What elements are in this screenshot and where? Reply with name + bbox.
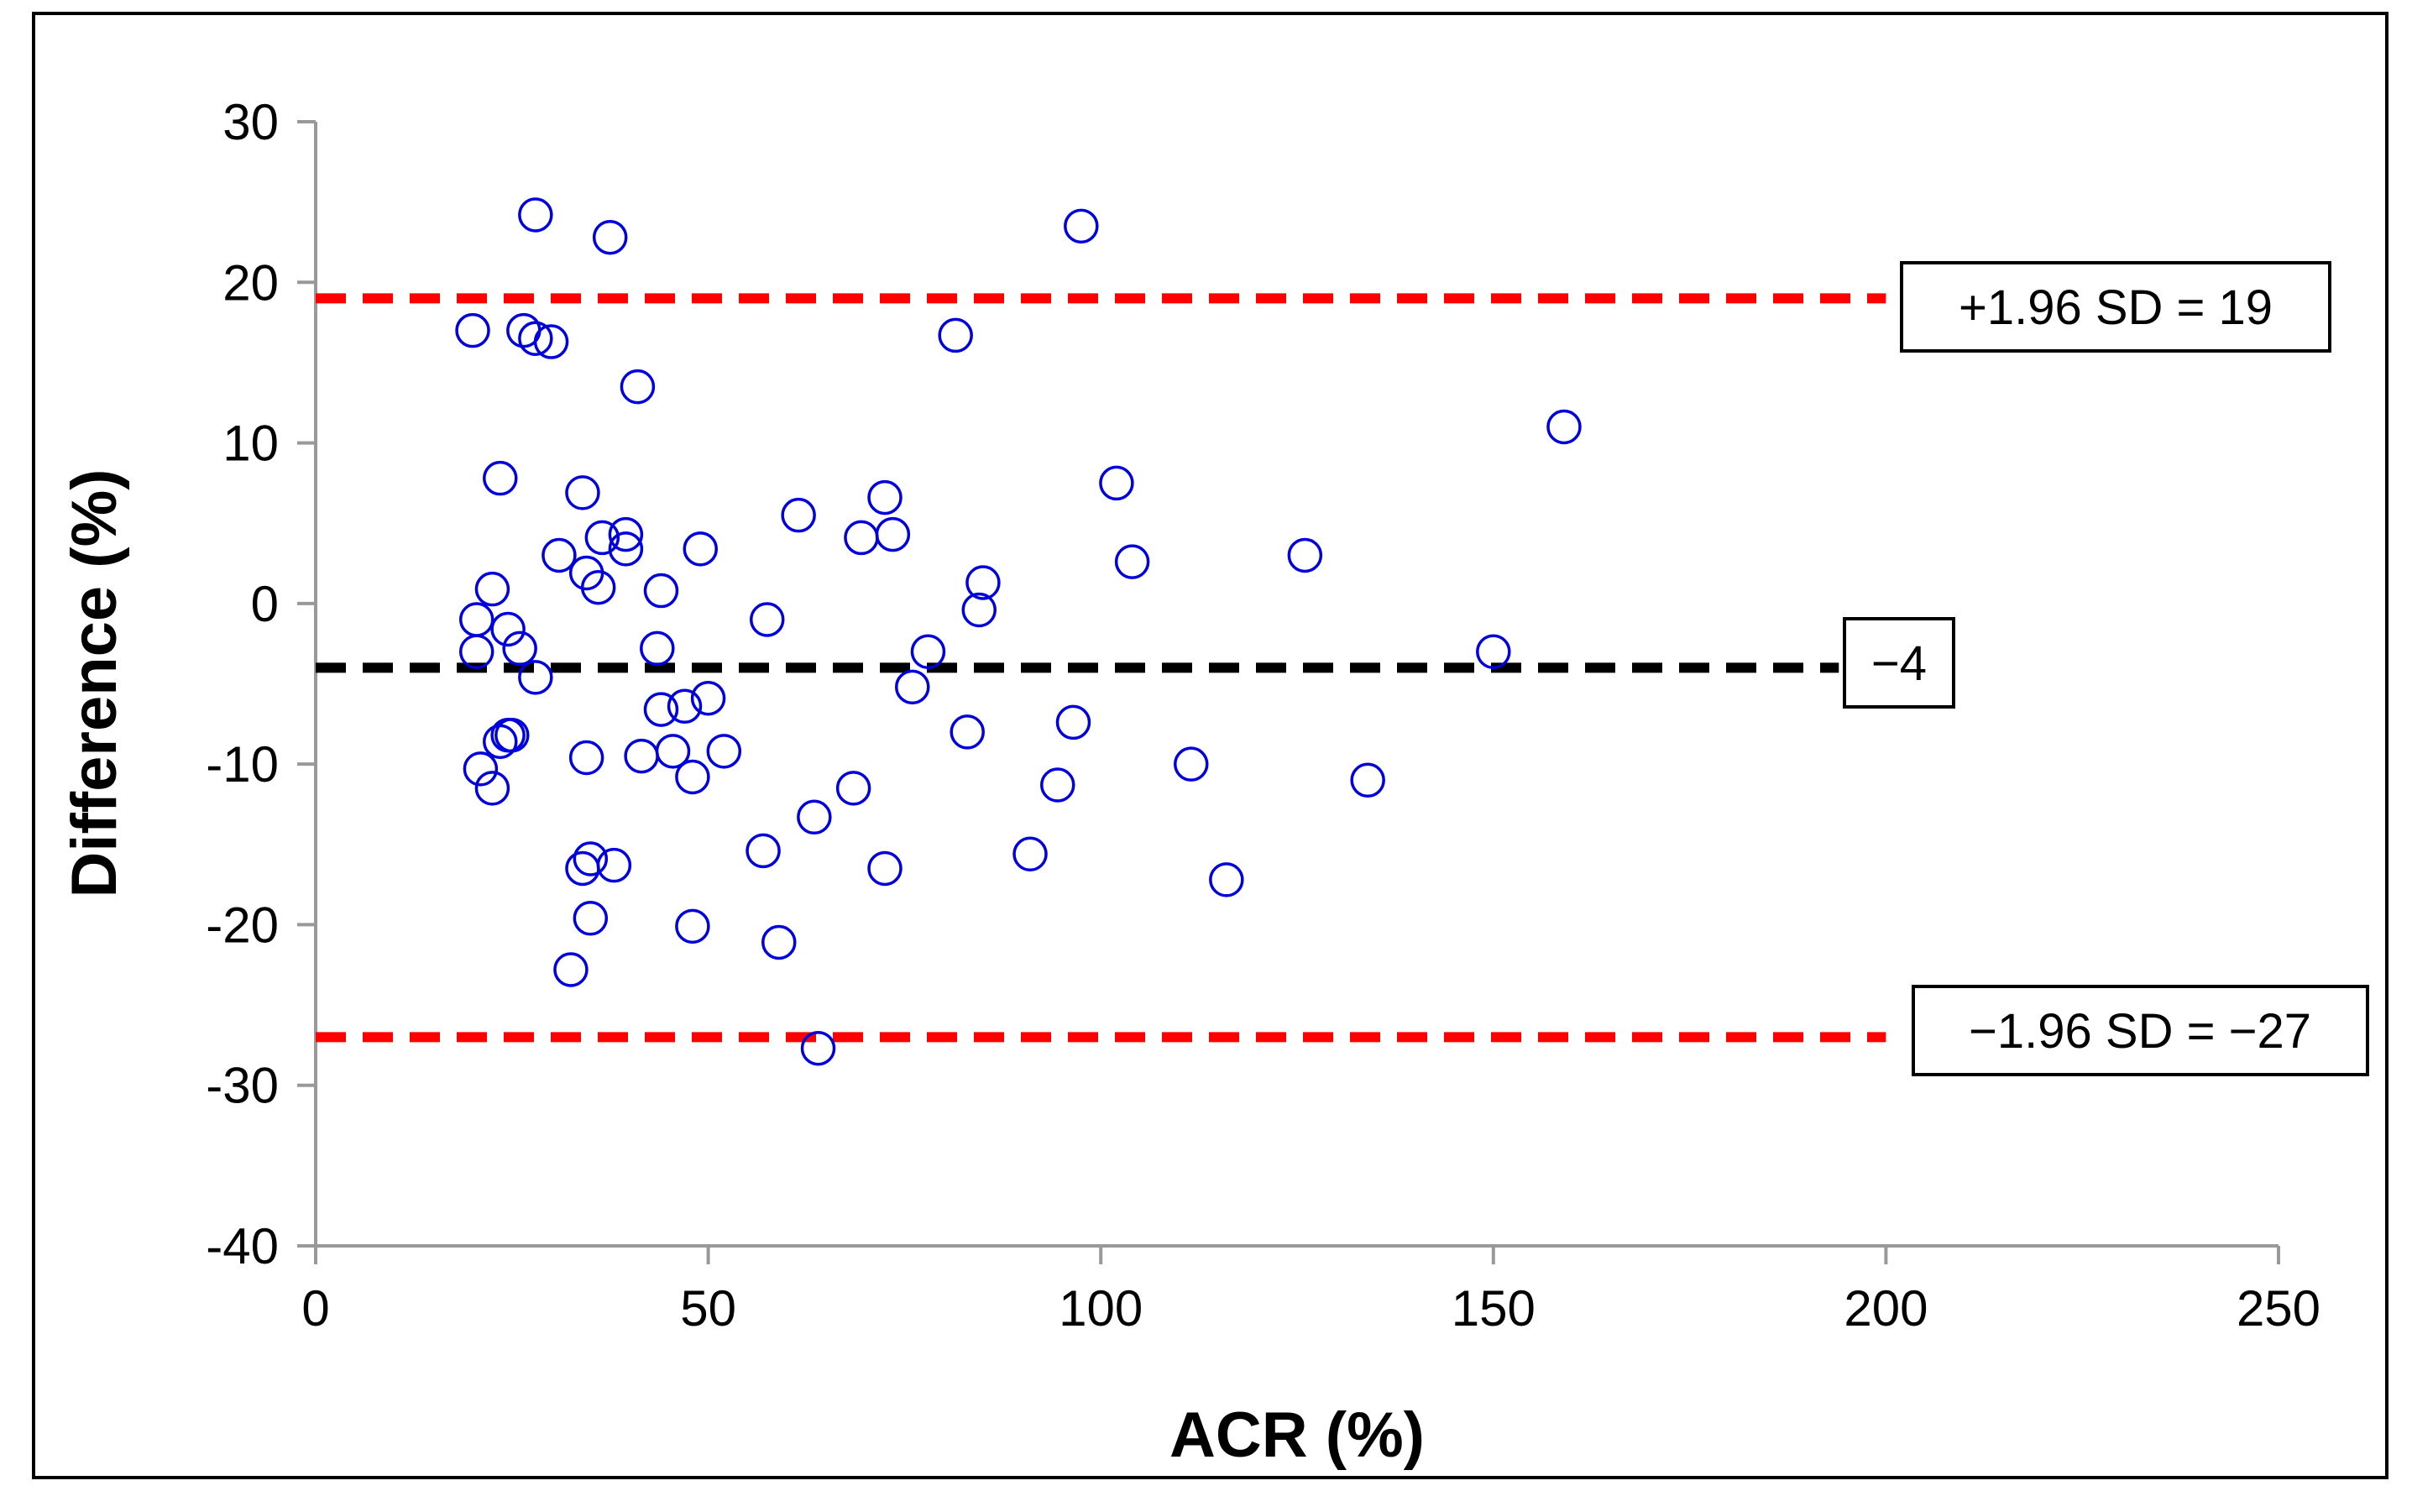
data-point bbox=[608, 531, 644, 567]
data-point bbox=[518, 660, 553, 695]
data-point bbox=[608, 516, 644, 552]
x-tick-label: 200 bbox=[1844, 1280, 1928, 1337]
data-point bbox=[965, 565, 1001, 600]
data-point bbox=[835, 771, 871, 806]
data-point bbox=[573, 841, 609, 876]
data-point bbox=[938, 317, 973, 353]
data-point bbox=[749, 602, 785, 637]
data-point bbox=[706, 734, 742, 769]
data-point bbox=[675, 759, 710, 795]
data-point bbox=[683, 531, 718, 567]
data-point bbox=[553, 952, 589, 987]
data-point bbox=[690, 680, 726, 716]
data-point bbox=[867, 850, 903, 887]
data-point bbox=[910, 634, 946, 669]
x-tick-label: 50 bbox=[680, 1280, 736, 1337]
data-point bbox=[624, 738, 659, 774]
chart-border bbox=[32, 12, 2388, 1479]
data-point bbox=[867, 479, 903, 515]
data-point bbox=[573, 901, 609, 936]
reference-lines bbox=[316, 293, 1886, 1043]
data-point bbox=[640, 630, 675, 667]
data-point bbox=[895, 669, 930, 705]
data-point bbox=[1114, 544, 1150, 579]
data-point bbox=[483, 724, 518, 760]
data-point bbox=[518, 321, 553, 356]
data-point bbox=[580, 569, 616, 605]
data-point bbox=[1064, 208, 1099, 244]
data-point bbox=[781, 497, 816, 533]
data-point bbox=[675, 908, 710, 944]
y-tick-label: -40 bbox=[206, 1218, 279, 1274]
data-point bbox=[533, 324, 569, 359]
data-point bbox=[1476, 634, 1511, 669]
y-tick-label: -10 bbox=[206, 736, 279, 793]
y-tick-label: 10 bbox=[222, 416, 279, 472]
upper-limit-label-box bbox=[1900, 261, 2331, 353]
data-point bbox=[961, 592, 997, 628]
data-point bbox=[568, 740, 604, 776]
data-point bbox=[1099, 465, 1134, 501]
data-point bbox=[1055, 704, 1091, 740]
data-point bbox=[542, 537, 577, 573]
data-point bbox=[1040, 767, 1075, 803]
data-point bbox=[502, 630, 537, 667]
mean-difference-label: −4 bbox=[1871, 636, 1927, 691]
data-point bbox=[565, 475, 600, 510]
mean-difference-label-box bbox=[1843, 617, 1955, 709]
y-tick-label: 20 bbox=[222, 254, 279, 311]
data-point bbox=[518, 197, 553, 233]
data-point bbox=[584, 520, 620, 556]
data-point bbox=[490, 611, 526, 647]
data-point bbox=[643, 573, 679, 609]
data-point bbox=[1012, 836, 1048, 872]
data-point bbox=[643, 692, 679, 727]
axes bbox=[314, 122, 2279, 1248]
upper-limit-annotation: +1.96 SD = 19 bbox=[1900, 261, 2331, 353]
y-axis-title: Difference (%) bbox=[59, 469, 130, 898]
lower-limit-label-box bbox=[1912, 985, 2369, 1076]
data-point bbox=[474, 771, 510, 806]
data-point bbox=[800, 1030, 836, 1066]
data-point bbox=[1173, 746, 1209, 782]
y-tick-label: 0 bbox=[251, 576, 279, 632]
y-ticks: -40 -30 -20 -10 0 10 20 30 bbox=[206, 94, 316, 1274]
x-tick-label: 150 bbox=[1452, 1280, 1536, 1337]
data-point bbox=[797, 799, 832, 835]
data-point bbox=[458, 634, 494, 669]
data-point bbox=[592, 219, 628, 255]
data-point bbox=[620, 369, 656, 405]
data-point bbox=[1209, 862, 1244, 897]
data-point bbox=[746, 833, 781, 869]
upper-limit-label: +1.96 SD = 19 bbox=[1959, 280, 2273, 335]
data-point bbox=[667, 688, 703, 725]
data-point bbox=[474, 571, 510, 607]
mean-difference-annotation: −4 bbox=[1843, 617, 1955, 709]
data-point bbox=[455, 312, 490, 348]
data-point bbox=[950, 714, 985, 750]
x-tick-label: 100 bbox=[1059, 1280, 1143, 1337]
y-tick-label: 30 bbox=[222, 94, 279, 150]
lower-limit-annotation: −1.96 SD = −27 bbox=[1912, 985, 2369, 1076]
x-ticks: 0 50 100 150 200 250 bbox=[301, 1246, 2320, 1337]
y-tick-label: -20 bbox=[206, 897, 279, 953]
data-point bbox=[596, 847, 632, 883]
x-tick-label: 0 bbox=[301, 1280, 329, 1337]
data-point bbox=[1546, 409, 1582, 445]
data-point bbox=[463, 751, 499, 787]
data-point bbox=[1350, 762, 1385, 798]
y-tick-label: -30 bbox=[206, 1058, 279, 1114]
data-point bbox=[1287, 537, 1323, 573]
x-axis-title: ACR (%) bbox=[1169, 1400, 1425, 1471]
x-tick-label: 250 bbox=[2237, 1280, 2320, 1337]
data-point bbox=[761, 924, 797, 960]
data-point bbox=[875, 516, 911, 552]
lower-limit-label: −1.96 SD = −27 bbox=[1969, 1004, 2311, 1059]
data-point bbox=[483, 460, 518, 496]
data-points bbox=[455, 197, 1582, 1066]
